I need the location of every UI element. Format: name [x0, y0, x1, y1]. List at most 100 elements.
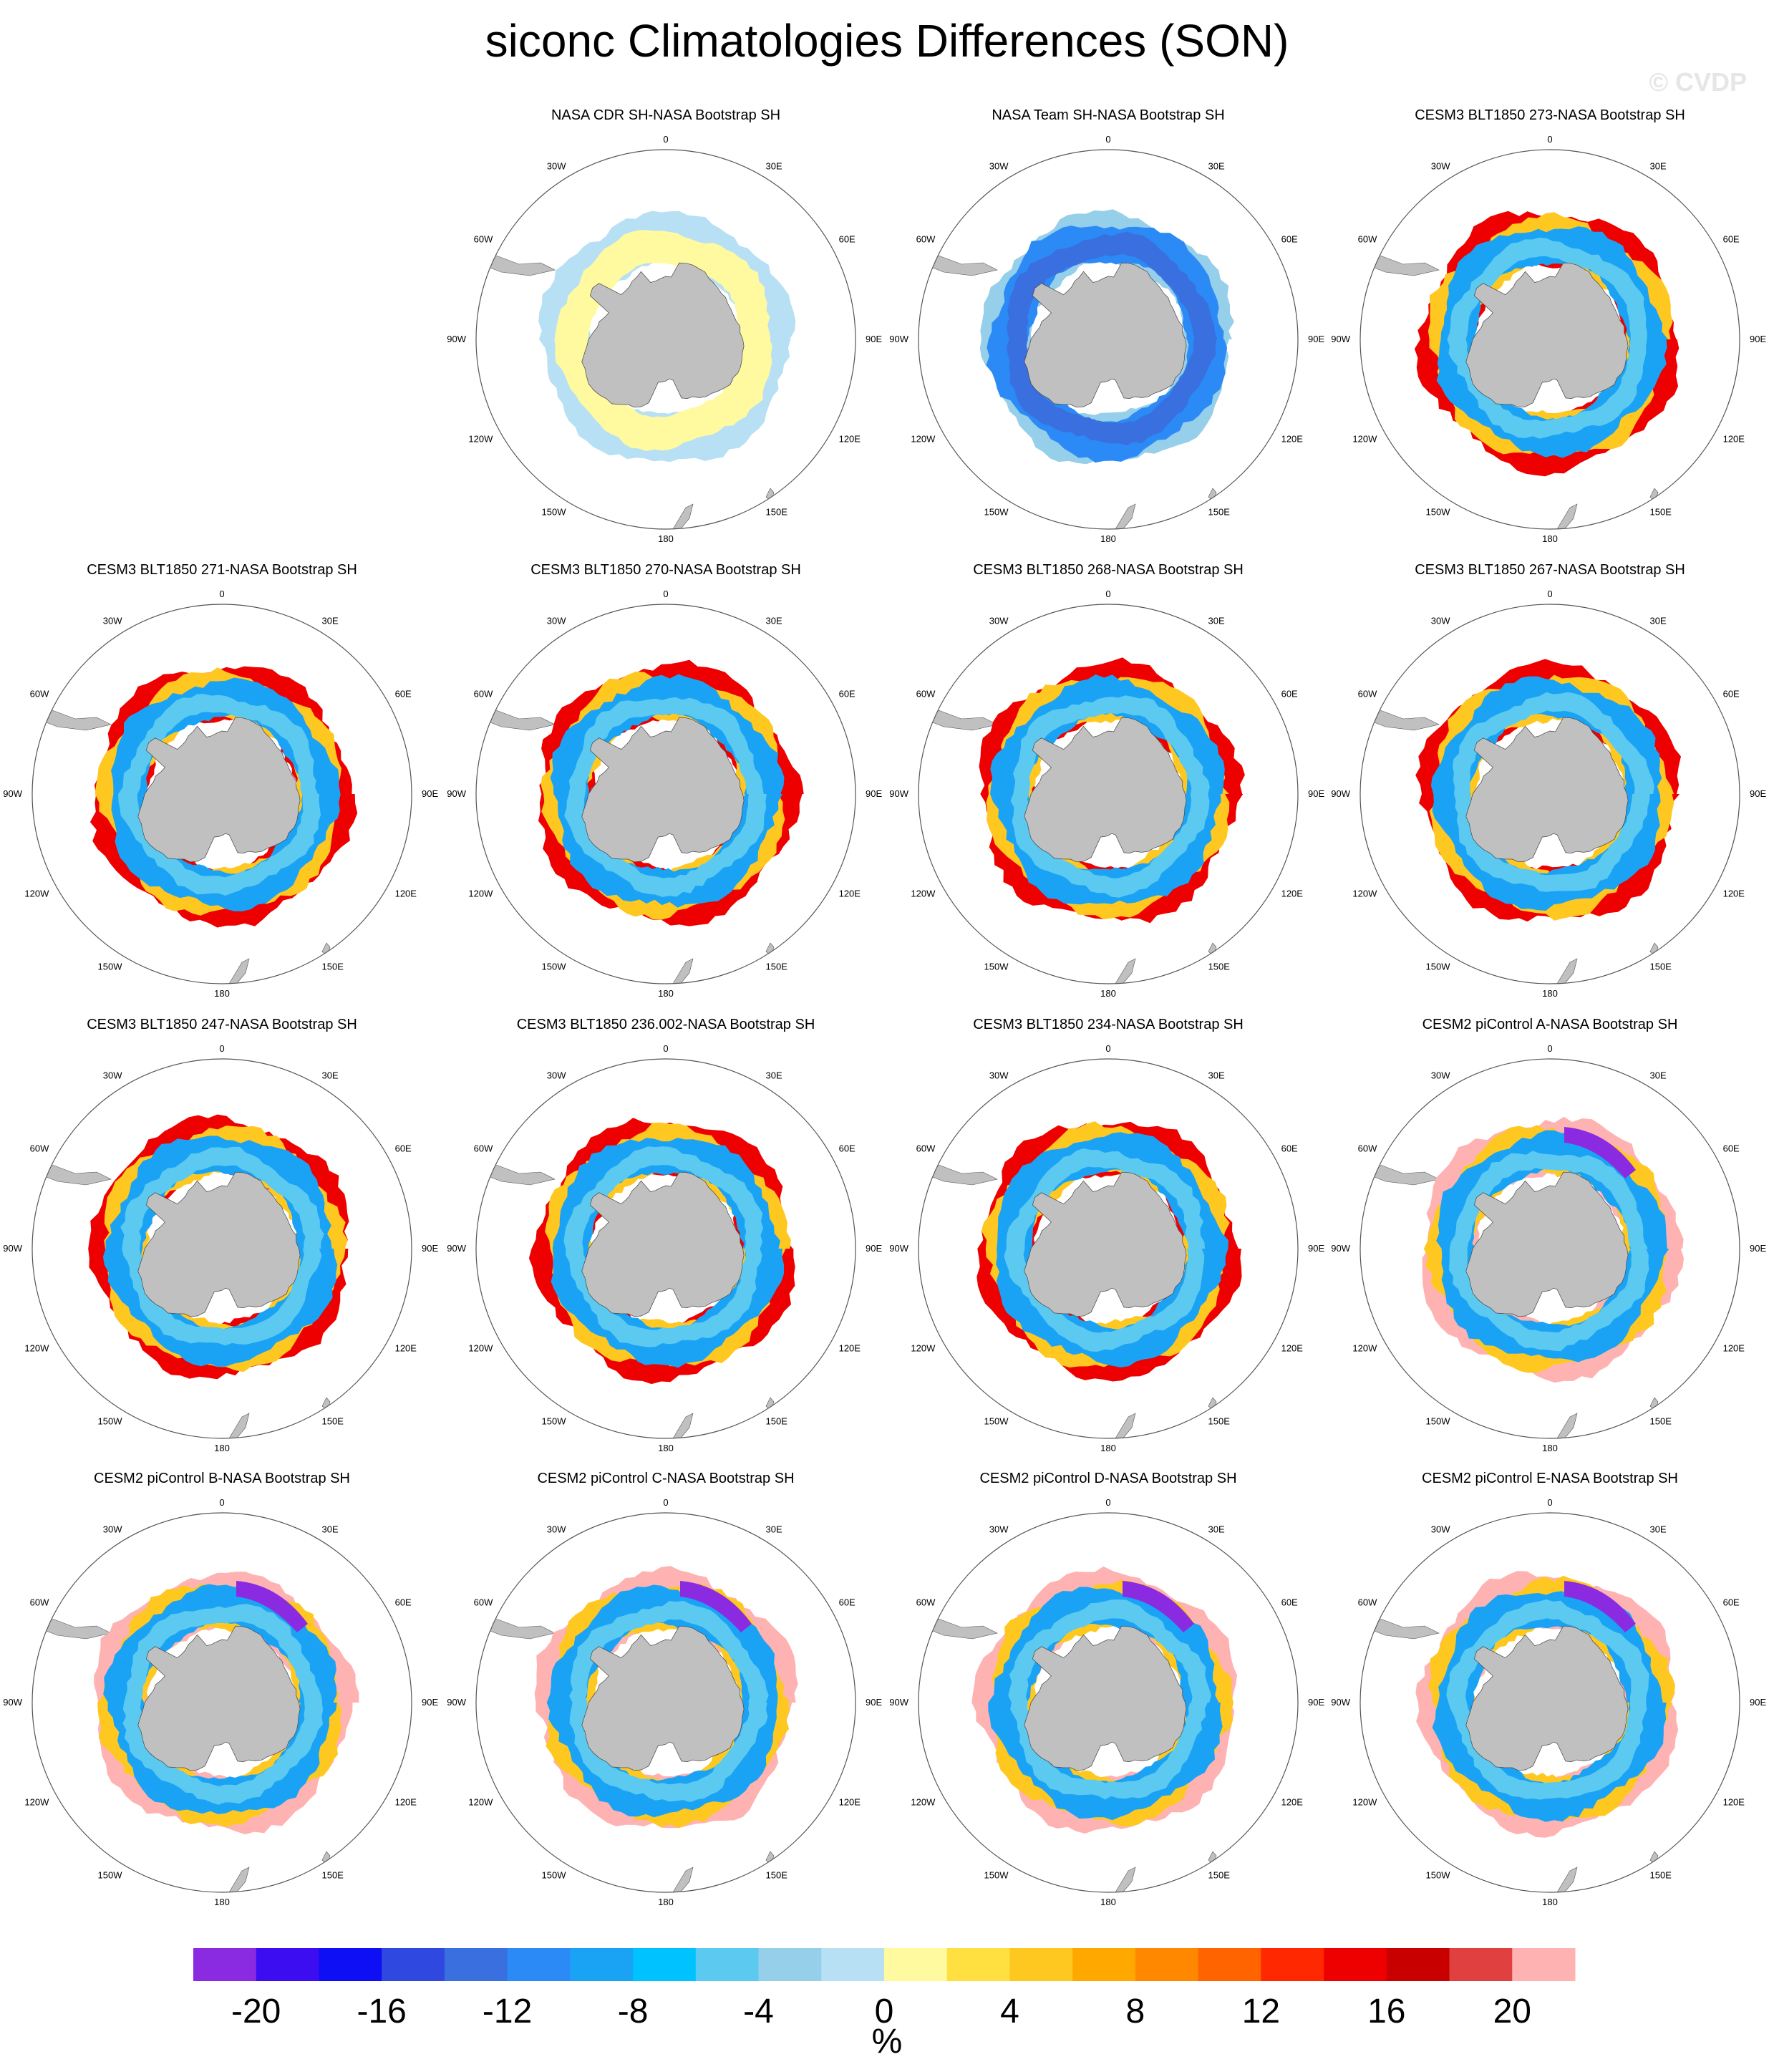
panel-title: CESM3 BLT1850 273-NASA Bootstrap SH	[1415, 107, 1685, 123]
longitude-label: 120E	[1723, 434, 1745, 445]
longitude-label: 60W	[916, 1143, 936, 1154]
longitude-label: 150W	[542, 1416, 567, 1427]
longitude-label: 180	[1100, 988, 1116, 999]
longitude-label: 180	[214, 1443, 230, 1453]
polar-map: 0 30E 60E 90E 120E 150E 180 150W 120W 90W 60W 30W	[1331, 1043, 1766, 1453]
longitude-label: 60W	[474, 1597, 493, 1608]
longitude-label: 30E	[1208, 615, 1225, 626]
map-boundary	[1359, 149, 1740, 530]
longitude-label: 30E	[766, 1070, 782, 1080]
longitude-label: 180	[214, 1897, 230, 1907]
longitude-label: 60W	[1358, 1597, 1377, 1608]
longitude-label: 150E	[1650, 507, 1672, 518]
colorbar-swatch	[1449, 1948, 1513, 1981]
longitude-label: 0	[663, 589, 668, 599]
polar-map: 0 30E 60E 90E 120E 150E 180 150W 120W 90W 60W 30W	[1331, 1497, 1766, 1907]
longitude-label: 30W	[103, 615, 122, 626]
negative-anomaly-patch	[680, 1581, 752, 1632]
longitude-label: 180	[658, 988, 674, 999]
longitude-label: 180	[1100, 533, 1116, 544]
longitude-label: 180	[1542, 533, 1558, 544]
longitude-label: 120W	[911, 1343, 936, 1354]
longitude-label: 60E	[1723, 1597, 1740, 1608]
longitude-label: 180	[658, 1897, 674, 1907]
longitude-label: 30W	[547, 1524, 566, 1534]
colorbar-tick-label: -4	[743, 1993, 774, 2027]
longitude-label: 30E	[322, 1070, 339, 1080]
colorbar-swatch	[1135, 1948, 1199, 1981]
colorbar-swatch	[821, 1948, 885, 1981]
longitude-label: 90W	[3, 1243, 22, 1254]
colorbar-swatch	[946, 1948, 1010, 1981]
longitude-label: 60E	[395, 689, 412, 699]
colorbar-swatch	[1324, 1948, 1387, 1981]
longitude-label: 180	[214, 988, 230, 999]
new-zealand-land	[1115, 1867, 1136, 1892]
longitude-label: 150E	[1208, 507, 1231, 518]
colorbar-tick-label: -16	[357, 1993, 407, 2027]
longitude-label: 120E	[839, 1797, 861, 1808]
longitude-label: 120W	[911, 1797, 936, 1808]
panel-title: NASA CDR SH-NASA Bootstrap SH	[551, 107, 781, 123]
longitude-label: 90W	[1331, 1697, 1350, 1708]
panel-title: CESM3 BLT1850 236.002-NASA Bootstrap SH	[516, 1017, 815, 1032]
longitude-label: 30W	[989, 1524, 1009, 1534]
antarctica-land	[1465, 1625, 1629, 1771]
new-zealand-land	[228, 1867, 250, 1892]
longitude-label: 120W	[1352, 1797, 1377, 1808]
longitude-label: 0	[1547, 1497, 1552, 1508]
longitude-label: 30E	[766, 1524, 782, 1534]
longitude-label: 60W	[1358, 234, 1377, 245]
polar-map: 0 30E 60E 90E 120E 150E 180 150W 120W 90W 60W 30W	[1331, 589, 1766, 999]
longitude-label: 120W	[1352, 434, 1377, 445]
longitude-label: 120E	[839, 434, 861, 445]
longitude-label: 120E	[395, 1343, 417, 1354]
map-panel: CESM3 BLT1850 267-NASA Bootstrap SH 0 30E 6…	[1328, 561, 1772, 1012]
colorbar-swatch	[884, 1948, 948, 1981]
longitude-label: 60W	[916, 689, 936, 699]
longitude-label: 150E	[1208, 962, 1231, 972]
colorbar-swatch	[570, 1948, 634, 1981]
longitude-label: 150W	[984, 1870, 1009, 1881]
map-boundary	[475, 604, 856, 984]
map-panel: CESM3 BLT1850 273-NASA Bootstrap SH 0 30E 6…	[1328, 106, 1772, 557]
polar-map: 0 30E 60E 90E 120E 150E 180 150W 120W 90W 60W 30W	[447, 1043, 882, 1453]
map-panel: CESM3 BLT1850 268-NASA Bootstrap SH 0 30E 6…	[886, 561, 1330, 1012]
longitude-label: 30E	[322, 1524, 339, 1534]
longitude-label: 30W	[547, 615, 566, 626]
longitude-label: 120E	[1723, 1343, 1745, 1354]
longitude-label: 120W	[1352, 1343, 1377, 1354]
new-zealand-land	[1115, 1413, 1136, 1438]
longitude-label: 90E	[1750, 334, 1766, 344]
longitude-label: 60W	[1358, 1143, 1377, 1154]
longitude-label: 0	[219, 1043, 224, 1054]
longitude-label: 150W	[542, 507, 567, 518]
longitude-label: 60W	[474, 234, 493, 245]
longitude-label: 120W	[468, 434, 493, 445]
longitude-label: 120W	[911, 434, 936, 445]
map-panel: CESM3 BLT1850 247-NASA Bootstrap SH 0 30E 6…	[0, 1015, 444, 1466]
longitude-label: 30W	[1431, 615, 1450, 626]
longitude-label: 150W	[1426, 1416, 1451, 1427]
longitude-label: 60E	[1723, 234, 1740, 245]
colorbar-units: %	[871, 2023, 903, 2061]
longitude-label: 180	[1100, 1443, 1116, 1453]
longitude-label: 30W	[1431, 1524, 1450, 1534]
longitude-label: 30W	[1431, 160, 1450, 171]
new-zealand-land	[1556, 1413, 1578, 1438]
longitude-label: 90E	[1750, 1697, 1766, 1708]
longitude-label: 60W	[916, 234, 936, 245]
map-panel: CESM2 piControl C-NASA Bootstrap SH 0 30E 6…	[444, 1469, 888, 1920]
longitude-label: 120W	[1352, 889, 1377, 899]
longitude-label: 0	[219, 589, 224, 599]
colorbar-tick-label: -8	[618, 1993, 649, 2027]
colorbar-tick-label: 0	[875, 1993, 894, 2027]
longitude-label: 0	[1105, 589, 1110, 599]
longitude-label: 0	[663, 1043, 668, 1054]
map-boundary	[31, 604, 412, 984]
longitude-label: 90E	[1750, 788, 1766, 799]
longitude-label: 180	[1542, 1897, 1558, 1907]
longitude-label: 150E	[1650, 1870, 1672, 1881]
longitude-label: 150E	[322, 1870, 344, 1881]
polar-map: 0 30E 60E 90E 120E 150E 180 150W 120W 90W 60W 30W	[3, 589, 438, 999]
